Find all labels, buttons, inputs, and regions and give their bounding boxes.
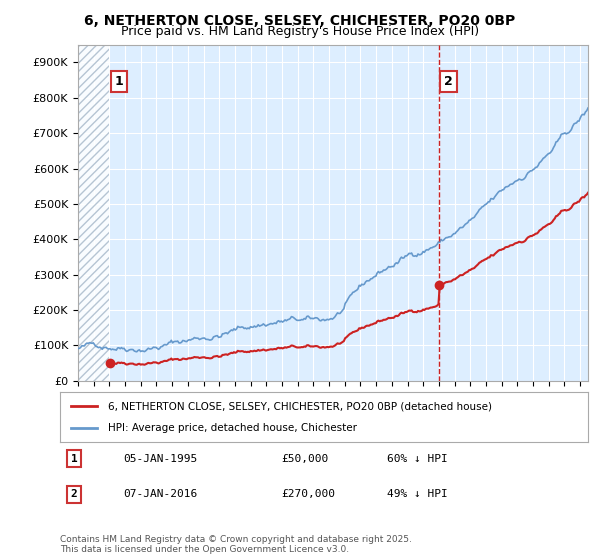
Text: 60% ↓ HPI: 60% ↓ HPI	[388, 454, 448, 464]
Text: 6, NETHERTON CLOSE, SELSEY, CHICHESTER, PO20 0BP (detached house): 6, NETHERTON CLOSE, SELSEY, CHICHESTER, …	[107, 401, 491, 411]
Text: £270,000: £270,000	[282, 489, 336, 500]
Text: 2: 2	[71, 489, 77, 500]
Text: 1: 1	[71, 454, 77, 464]
Text: 1: 1	[115, 75, 124, 88]
Text: 2: 2	[444, 75, 453, 88]
Text: Price paid vs. HM Land Registry's House Price Index (HPI): Price paid vs. HM Land Registry's House …	[121, 25, 479, 38]
Text: 05-JAN-1995: 05-JAN-1995	[124, 454, 197, 464]
Text: HPI: Average price, detached house, Chichester: HPI: Average price, detached house, Chic…	[107, 423, 356, 433]
Text: 49% ↓ HPI: 49% ↓ HPI	[388, 489, 448, 500]
Text: 6, NETHERTON CLOSE, SELSEY, CHICHESTER, PO20 0BP: 6, NETHERTON CLOSE, SELSEY, CHICHESTER, …	[85, 14, 515, 28]
Text: Contains HM Land Registry data © Crown copyright and database right 2025.
This d: Contains HM Land Registry data © Crown c…	[60, 535, 412, 554]
Text: £50,000: £50,000	[282, 454, 329, 464]
Text: 07-JAN-2016: 07-JAN-2016	[124, 489, 197, 500]
